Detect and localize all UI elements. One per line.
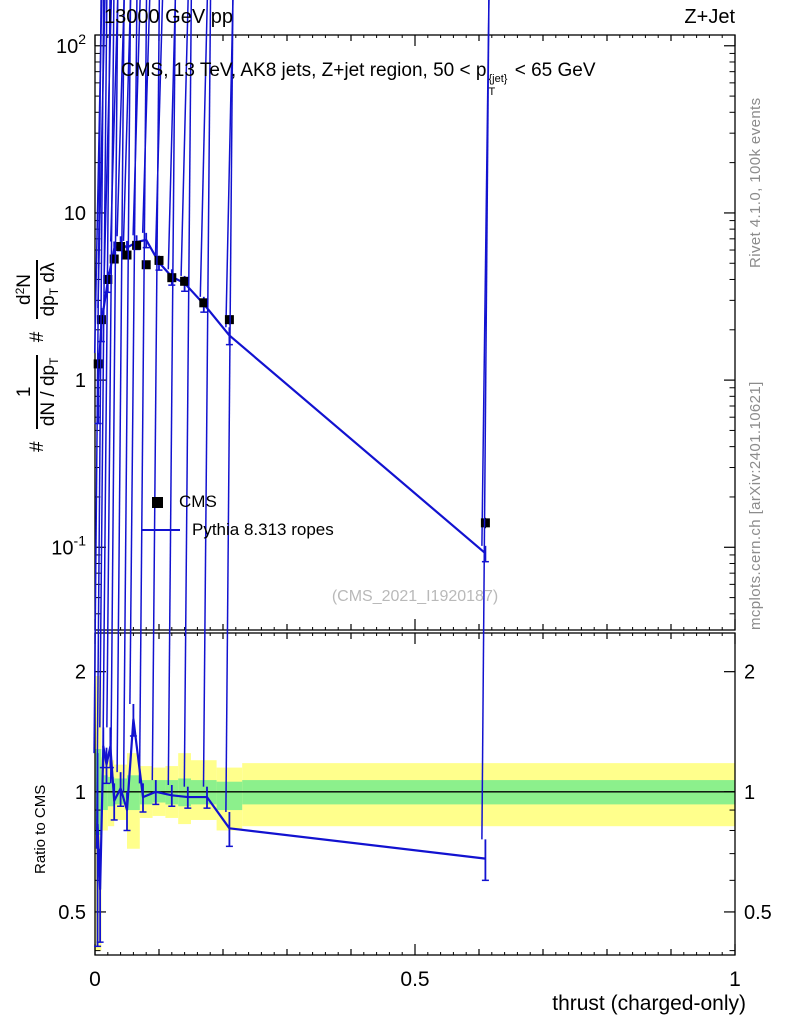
svg-text:10-1: 10-1: [51, 532, 86, 559]
ylabel-hash-1: #: [26, 441, 48, 452]
beam-energy-label: 13000 GeV pp: [104, 6, 233, 28]
analysis-id-watermark: (CMS_2021_I1920187): [331, 588, 499, 605]
svg-text:0.5: 0.5: [744, 902, 772, 924]
svg-text:1: 1: [75, 370, 86, 392]
svg-text:1: 1: [744, 782, 755, 804]
svg-text:102: 102: [56, 31, 86, 58]
jet-superscript: {jet}: [488, 73, 508, 85]
plot-title-tail: < 65 GeV: [509, 60, 596, 81]
svg-text:2: 2: [75, 662, 86, 684]
svg-text:0.5: 0.5: [400, 968, 429, 991]
axes-and-ticks: 102 10 1 10-1 2 2 1 1 0.5 0.5 0 0.5 1: [51, 31, 772, 991]
legend-item-pythia: Pythia 8.313 ropes: [142, 516, 334, 544]
ylabel-hash-2: #: [26, 331, 48, 343]
plot-title: CMS, 13 TeV, AK8 jets, Z+jet region, 50 …: [121, 60, 596, 98]
ratio-panel-series: [93, 0, 490, 948]
process-label: Z+Jet: [684, 6, 735, 28]
ratio-y-axis-label: Ratio to CMS: [32, 784, 49, 874]
svg-text:10: 10: [64, 203, 86, 225]
legend: CMS Pythia 8.313 ropes: [142, 488, 334, 544]
ratio-uncertainty-bands: [95, 676, 735, 951]
ylabel-frac1-den-sub: T: [46, 357, 61, 365]
ylabel-frac2-den-sub: T: [46, 287, 61, 296]
svg-text:1: 1: [729, 968, 741, 991]
legend-item-cms: CMS: [142, 488, 334, 516]
ylabel-frac2-numerator: d2N: [13, 259, 38, 320]
ylabel-frac2-num-a: d: [14, 294, 35, 305]
legend-label-pythia: Pythia 8.313 ropes: [192, 520, 334, 539]
ylabel-frac2-num-sup: 2: [13, 287, 27, 295]
main-y-axis-label: # 1 dN / dpT # d2N dpT dλ: [13, 253, 62, 452]
legend-label-cms: CMS: [179, 492, 217, 511]
x-axis-label: thrust (charged-only): [552, 992, 746, 1015]
pt-subscript: T: [488, 86, 496, 98]
pythia-line-swatch: [142, 529, 180, 531]
svg-text:2: 2: [744, 662, 755, 684]
ylabel-frac2-num-b: N: [14, 273, 35, 288]
ylabel-frac2-den-b: dλ: [37, 262, 59, 288]
pt-jet-superscript-stack: {jet} T: [488, 74, 507, 98]
ylabel-frac1-denominator: dN / dpT: [38, 355, 62, 430]
svg-text:0.5: 0.5: [58, 902, 86, 924]
ylabel-fraction-1: 1 dN / dpT: [14, 354, 62, 430]
ylabel-fraction-2: d2N dpT dλ: [13, 259, 62, 320]
ylabel-frac2-denominator: dpT dλ: [38, 260, 62, 320]
cms-marker-swatch: [152, 496, 163, 508]
ylabel-frac1-den-text: dN / dp: [37, 364, 59, 427]
plot-title-text: CMS, 13 TeV, AK8 jets, Z+jet region, 50 …: [121, 60, 487, 81]
svg-text:0: 0: [89, 968, 101, 991]
svg-text:1: 1: [75, 782, 86, 804]
ylabel-frac1-numerator: 1: [14, 354, 38, 430]
mcplots-credit-label: mcplots.cern.ch [arXiv:2401.10621]: [747, 381, 764, 630]
ylabel-frac2-den-a: dp: [37, 295, 59, 317]
rivet-version-label: Rivet 4.1.0, 100k events: [747, 97, 764, 268]
